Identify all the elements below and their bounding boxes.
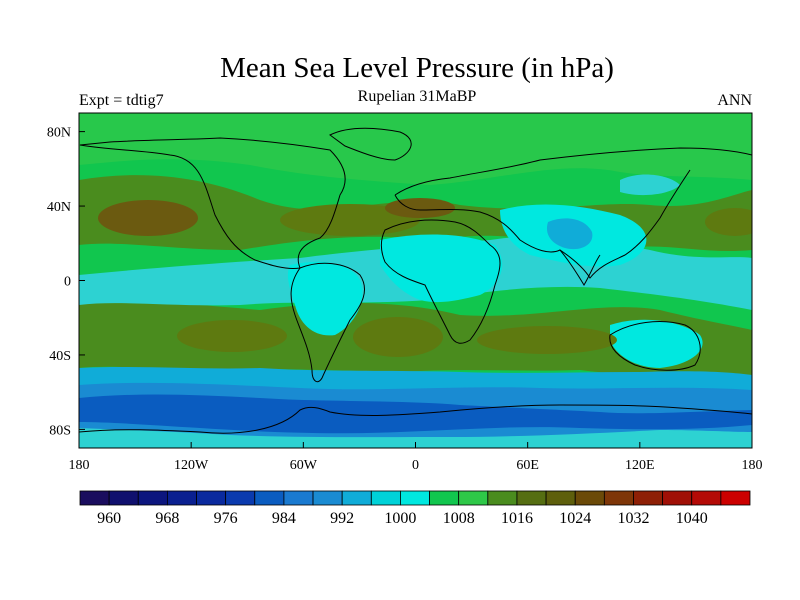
map-subtitle: Rupelian 31MaBP bbox=[357, 88, 477, 105]
colorbar-label: 1000 bbox=[384, 510, 416, 527]
experiment-label: Expt = tdtig7 bbox=[79, 92, 164, 109]
colorbar-swatch bbox=[516, 490, 547, 506]
colorbar-swatch bbox=[487, 490, 518, 506]
y-tick-label: 80N bbox=[47, 126, 71, 141]
x-tick-label: 120W bbox=[174, 458, 209, 473]
y-tick-label: 40S bbox=[49, 349, 71, 364]
colorbar-swatch bbox=[137, 490, 168, 506]
colorbar-label: 1032 bbox=[617, 510, 649, 527]
colorbar-swatch bbox=[458, 490, 489, 506]
colorbar-swatch bbox=[545, 490, 576, 506]
colorbar-swatch bbox=[312, 490, 343, 506]
colorbar-label: 1040 bbox=[676, 510, 708, 527]
pressure-high-south-atlantic bbox=[353, 317, 443, 357]
colorbar-swatch bbox=[196, 490, 227, 506]
x-tick-label: 60W bbox=[290, 458, 318, 473]
coast-antarctica bbox=[79, 404, 752, 434]
pressure-low-africa bbox=[380, 234, 503, 303]
pressure-arctic-1008 bbox=[79, 113, 752, 185]
colorbar-swatch bbox=[79, 490, 110, 506]
y-tick-label: 80S bbox=[49, 423, 71, 438]
map-title: Mean Sea Level Pressure (in hPa) bbox=[220, 52, 614, 84]
colorbar-label: 984 bbox=[272, 510, 296, 527]
colorbar-label: 968 bbox=[155, 510, 179, 527]
colorbar-label: 976 bbox=[214, 510, 238, 527]
colorbar-swatch bbox=[254, 490, 285, 506]
colorbar-swatch bbox=[633, 490, 664, 506]
coast-australia bbox=[609, 321, 701, 371]
pressure-field bbox=[79, 113, 752, 448]
y-tick-label: 0 bbox=[64, 275, 71, 290]
colorbar-swatch bbox=[429, 490, 460, 506]
coast-africa bbox=[380, 219, 501, 344]
colorbar-swatch bbox=[574, 490, 605, 506]
pressure-high-north-pacific bbox=[98, 200, 198, 236]
colorbar: 960 968 976 984 992 1000 1008 1016 1024 1032 1040 bbox=[79, 490, 751, 527]
colorbar-swatch bbox=[400, 490, 430, 506]
pressure-high-north-atlantic bbox=[280, 204, 420, 236]
pressure-low-south-america bbox=[287, 261, 363, 336]
coastlines bbox=[79, 127, 752, 434]
colorbar-label: 1016 bbox=[501, 510, 533, 527]
pressure-high-west-pacific bbox=[705, 208, 752, 236]
x-tick-label: 120E bbox=[625, 458, 655, 473]
colorbar-label: 992 bbox=[330, 510, 354, 527]
pressure-high-south-indian bbox=[477, 326, 617, 354]
colorbar-swatch bbox=[283, 490, 314, 506]
coast-south-america bbox=[290, 262, 365, 383]
coast-north-america bbox=[79, 137, 346, 269]
x-tick-label: 180 bbox=[742, 458, 763, 473]
colorbar-swatch bbox=[603, 490, 634, 506]
y-axis: 80N 40N 0 40S 80S bbox=[47, 126, 85, 438]
pressure-antarctic-996 bbox=[79, 428, 752, 448]
colorbar-swatch bbox=[166, 490, 197, 506]
colorbar-swatch bbox=[691, 490, 722, 506]
colorbar-label: 960 bbox=[97, 510, 121, 527]
pressure-high-north-atlantic-core bbox=[385, 198, 455, 218]
colorbar-label: 1024 bbox=[559, 510, 591, 527]
x-axis: 180 120W 60W 0 60E 120E 180 bbox=[69, 442, 763, 473]
x-tick-label: 180 bbox=[69, 458, 90, 473]
colorbar-swatch bbox=[720, 490, 751, 506]
season-label: ANN bbox=[717, 92, 752, 109]
x-tick-label: 0 bbox=[412, 458, 419, 473]
pressure-low-north-canada bbox=[620, 174, 680, 196]
colorbar-swatch bbox=[341, 490, 372, 506]
colorbar-swatch bbox=[225, 490, 256, 506]
x-tick-label: 60E bbox=[516, 458, 539, 473]
pressure-low-australia bbox=[610, 319, 703, 368]
colorbar-swatch bbox=[108, 490, 139, 506]
colorbar-label: 1008 bbox=[443, 510, 475, 527]
pressure-high-south-pacific bbox=[177, 320, 287, 352]
pressure-low-asia-core bbox=[546, 218, 593, 250]
colorbar-swatch bbox=[662, 490, 693, 506]
coast-india bbox=[559, 249, 601, 286]
coast-greenland bbox=[329, 127, 412, 161]
colorbar-swatch bbox=[370, 490, 401, 506]
y-tick-label: 40N bbox=[47, 200, 71, 215]
